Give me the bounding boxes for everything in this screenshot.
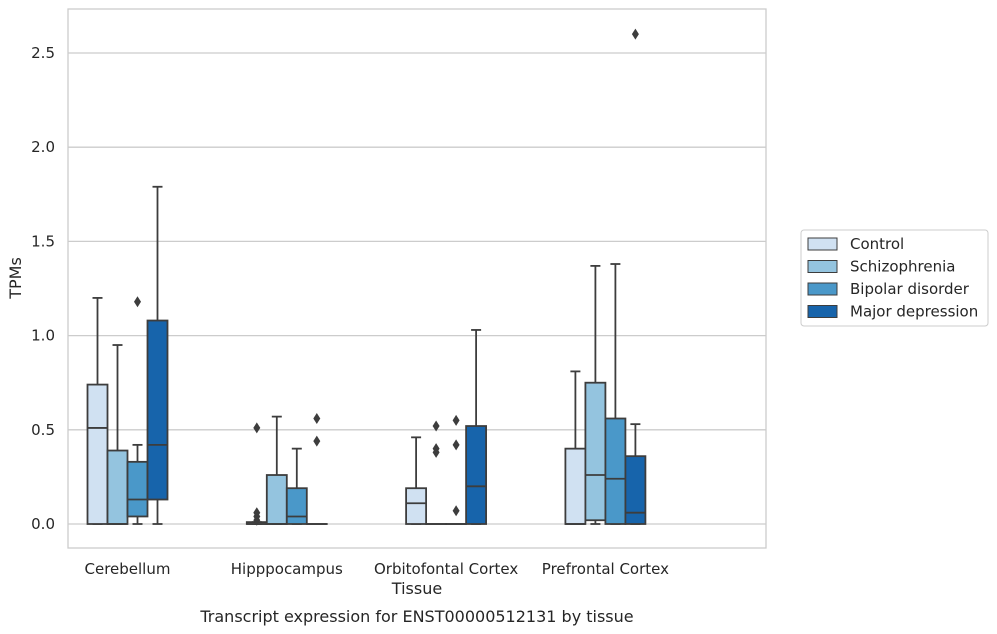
box-schizophrenia [425, 420, 448, 525]
legend-item: Control [807, 235, 904, 253]
chart-caption: Transcript expression for ENST0000051213… [199, 607, 633, 626]
box-schizophrenia [106, 344, 129, 525]
outlier-point [452, 439, 460, 451]
legend-swatch [807, 282, 838, 296]
x-tick-labels: Cerebellum Hipppocampus Orbitofontal Corte… [85, 560, 670, 578]
box-bipolar-disorder [604, 263, 627, 525]
box-body [584, 381, 607, 522]
outlier-point [432, 420, 440, 432]
y-tick-label: 1.5 [31, 232, 55, 250]
y-gridlines [68, 52, 766, 525]
box-body [564, 447, 587, 525]
outlier-point [631, 28, 639, 40]
box-control [86, 297, 109, 525]
legend-item: Schizophrenia [807, 258, 955, 276]
legend-label: Schizophrenia [850, 258, 955, 276]
box-control [564, 370, 587, 525]
box-body [146, 319, 169, 501]
box-control [245, 422, 268, 526]
box-schizophrenia [265, 415, 288, 525]
box-body [624, 455, 647, 525]
outlier-point [253, 422, 261, 434]
legend-label: Bipolar disorder [850, 280, 970, 298]
outlier-point [134, 296, 141, 308]
outlier-point [313, 435, 321, 447]
outlier-point [432, 443, 440, 455]
box-body [106, 449, 129, 525]
outlier-point [313, 412, 321, 424]
y-tick-label: 0.0 [31, 515, 55, 533]
x-axis-label: Tissue [391, 579, 442, 598]
plot-frame [67, 8, 767, 549]
outlier-point [452, 414, 460, 426]
box-control [405, 436, 428, 525]
box-body [285, 487, 308, 525]
legend-swatch [807, 260, 838, 273]
y-tick-label: 1.0 [31, 327, 55, 345]
box-major-depression [305, 412, 328, 525]
box-bipolar-disorder [126, 296, 149, 525]
x-tick-label: Orbitofontal Cortex [374, 560, 518, 578]
x-tick-label: Prefrontal Cortex [542, 560, 669, 578]
legend-item: Bipolar disorder [807, 280, 970, 298]
box-body [265, 474, 288, 525]
outlier-point [452, 505, 460, 517]
legend-swatch [807, 237, 838, 251]
x-tick-label: Hipppocampus [231, 560, 343, 578]
legend-label: Control [850, 235, 904, 253]
box-bipolar-disorder [445, 414, 468, 525]
y-tick-label: 2.0 [31, 138, 55, 156]
box-schizophrenia [584, 264, 607, 525]
box-body [604, 417, 627, 525]
box-bipolar-disorder [285, 447, 308, 525]
box-body [405, 487, 428, 525]
legend-label: Major depression [850, 303, 978, 321]
box-body [126, 460, 149, 518]
legend-frame [800, 229, 989, 327]
outlier-point [253, 507, 261, 519]
legend: Control Schizophrenia Bipolar disorder Majo… [800, 229, 989, 327]
y-tick-labels: 0.0 0.5 1.0 1.5 2.0 2.5 [31, 44, 55, 533]
box-major-depression [146, 185, 169, 525]
box-body [86, 383, 109, 525]
y-tick-label: 0.5 [31, 421, 55, 439]
box-plot-series [86, 28, 647, 526]
box-major-depression [465, 329, 488, 525]
box-body [465, 425, 488, 525]
box-major-depression [624, 28, 647, 525]
y-axis-label: TPMs [6, 257, 25, 300]
legend-swatch [807, 305, 838, 318]
y-tick-label: 2.5 [31, 44, 55, 62]
legend-item: Major depression [807, 303, 978, 321]
x-tick-label: Cerebellum [85, 560, 171, 578]
